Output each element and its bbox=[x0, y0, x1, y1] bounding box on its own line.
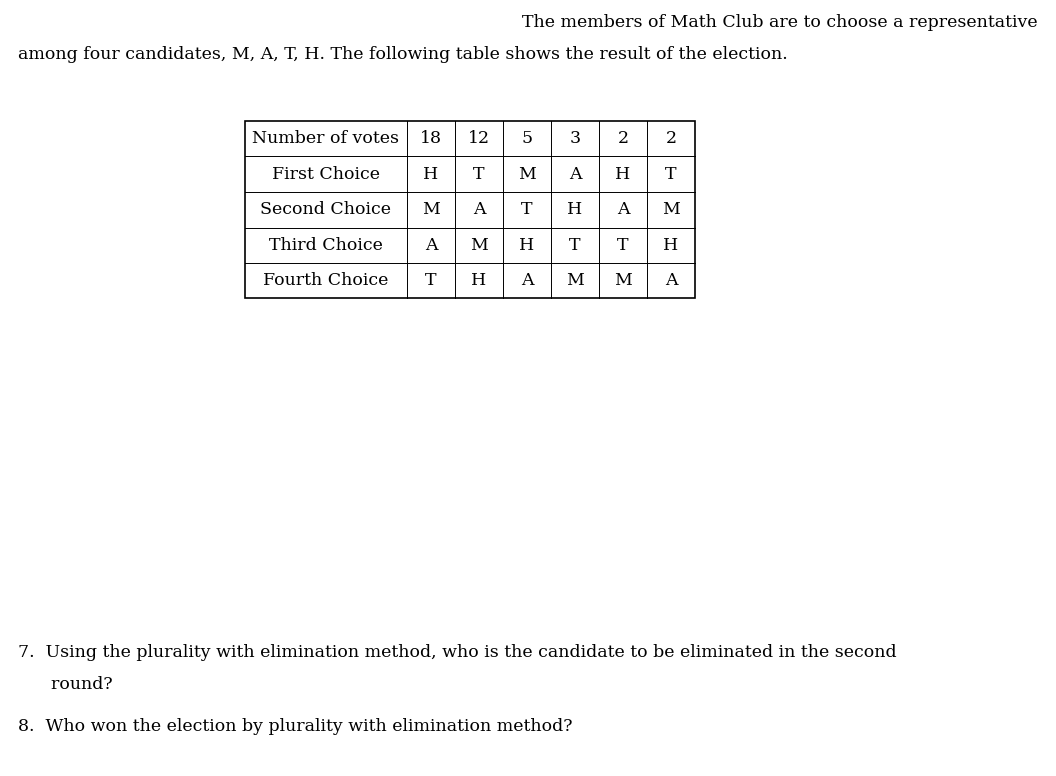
Text: 2: 2 bbox=[618, 130, 628, 147]
Bar bbox=[245, 121, 695, 299]
Text: Second Choice: Second Choice bbox=[261, 201, 392, 218]
Text: T: T bbox=[665, 166, 677, 183]
Text: T: T bbox=[569, 237, 581, 254]
Text: H: H bbox=[423, 166, 438, 183]
Text: Third Choice: Third Choice bbox=[269, 237, 383, 254]
Text: 2: 2 bbox=[665, 130, 677, 147]
Text: Fourth Choice: Fourth Choice bbox=[263, 272, 389, 289]
Text: among four candidates, M, A, T, H. The following table shows the result of the e: among four candidates, M, A, T, H. The f… bbox=[18, 46, 788, 63]
Text: 18: 18 bbox=[420, 130, 442, 147]
Text: T: T bbox=[618, 237, 628, 254]
Text: A: A bbox=[521, 272, 533, 289]
Text: H: H bbox=[471, 272, 487, 289]
Text: T: T bbox=[426, 272, 437, 289]
Text: H: H bbox=[663, 237, 679, 254]
Text: 5: 5 bbox=[522, 130, 532, 147]
Text: T: T bbox=[522, 201, 532, 218]
Text: 12: 12 bbox=[468, 130, 490, 147]
Text: 8.  Who won the election by plurality with elimination method?: 8. Who won the election by plurality wit… bbox=[18, 718, 572, 735]
Text: A: A bbox=[425, 237, 437, 254]
Text: M: M bbox=[614, 272, 631, 289]
Text: M: M bbox=[518, 166, 536, 183]
Text: M: M bbox=[422, 201, 440, 218]
Text: A: A bbox=[664, 272, 677, 289]
Text: M: M bbox=[662, 201, 680, 218]
Text: H: H bbox=[567, 201, 583, 218]
Text: A: A bbox=[617, 201, 629, 218]
Text: H: H bbox=[520, 237, 534, 254]
Text: M: M bbox=[470, 237, 488, 254]
Text: The members of Math Club are to choose a representative: The members of Math Club are to choose a… bbox=[523, 14, 1038, 31]
Text: First Choice: First Choice bbox=[272, 166, 380, 183]
Text: A: A bbox=[473, 201, 486, 218]
Text: 3: 3 bbox=[569, 130, 581, 147]
Text: M: M bbox=[566, 272, 584, 289]
Text: A: A bbox=[569, 166, 581, 183]
Text: Number of votes: Number of votes bbox=[252, 130, 399, 147]
Text: T: T bbox=[473, 166, 485, 183]
Text: round?: round? bbox=[18, 676, 113, 693]
Text: H: H bbox=[616, 166, 630, 183]
Text: 7.  Using the plurality with elimination method, who is the candidate to be elim: 7. Using the plurality with elimination … bbox=[18, 644, 897, 661]
